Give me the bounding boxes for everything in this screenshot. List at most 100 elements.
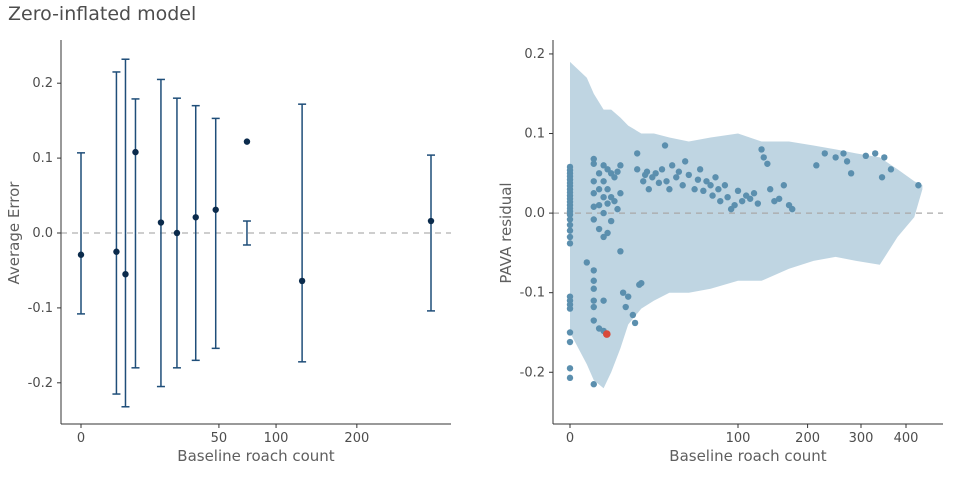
data-point [634, 150, 641, 157]
data-point [590, 317, 597, 324]
x-tick-label: 0 [77, 431, 85, 446]
x-tick-label: 100 [264, 431, 289, 446]
data-point [821, 150, 828, 157]
data-point [590, 297, 597, 304]
data-point [566, 305, 574, 312]
y-tick-label: -0.1 [520, 286, 545, 301]
y-tick-label: -0.2 [28, 376, 53, 391]
data-point [590, 267, 597, 274]
data-point [691, 186, 698, 193]
data-point [645, 186, 652, 193]
x-tick-label: 200 [795, 431, 820, 446]
data-point [668, 162, 676, 169]
data-point [77, 251, 85, 258]
data-point [750, 190, 758, 197]
data-point [681, 158, 689, 165]
data-point [638, 279, 645, 287]
data-point [915, 182, 922, 189]
data-point [604, 186, 611, 193]
data-point [212, 206, 219, 213]
data-point [607, 217, 615, 225]
data-point [679, 182, 686, 189]
data-point [862, 152, 869, 160]
data-point [675, 168, 683, 175]
data-point [673, 174, 680, 181]
data-point [764, 160, 771, 167]
data-point [583, 259, 590, 266]
data-point [590, 216, 597, 223]
data-point [566, 365, 574, 372]
y-axis-title: PAVA residual [497, 182, 515, 283]
data-point [595, 170, 603, 177]
data-point [590, 178, 597, 185]
data-point [629, 311, 637, 319]
data-point [600, 193, 607, 201]
data-point [192, 214, 199, 221]
data-point [600, 209, 607, 217]
data-point [617, 190, 624, 197]
data-point [847, 170, 855, 177]
data-point [595, 186, 603, 193]
data-point [696, 166, 704, 173]
data-point [731, 201, 738, 209]
data-point [746, 195, 754, 202]
data-point [840, 150, 847, 157]
data-point [738, 197, 746, 205]
data-point [661, 142, 669, 149]
data-point [590, 155, 597, 163]
right-chart-panel: 0.2 0.1 0.0 -0.1 -0.2 0 100 200 300 400 Baseline r… [497, 40, 943, 465]
data-point [566, 240, 574, 247]
x-tick-label: 400 [894, 431, 919, 446]
y-axis-title: Average Error [5, 181, 23, 285]
data-point [611, 197, 618, 205]
data-point [619, 289, 627, 296]
data-point [590, 303, 597, 311]
data-point [600, 297, 607, 304]
data-point [566, 338, 574, 346]
y-tick-label: 0.0 [32, 226, 53, 241]
data-point [566, 329, 574, 336]
data-point [600, 162, 607, 169]
y-tick-label: 0.1 [524, 127, 545, 142]
data-point [566, 211, 574, 218]
data-point [709, 192, 716, 199]
data-point [871, 150, 879, 157]
data-point [655, 179, 663, 187]
data-point [717, 197, 724, 205]
data-point [700, 187, 707, 195]
data-point [658, 166, 666, 173]
highlighted-point [603, 330, 611, 338]
data-point [590, 203, 597, 210]
data-point [832, 154, 839, 161]
y-tick-label: 0.2 [32, 76, 53, 91]
data-point [600, 178, 607, 185]
x-tick-label: 200 [344, 431, 369, 446]
data-point [595, 201, 603, 209]
data-point [590, 190, 597, 197]
figure-title: Zero-inflated model [8, 3, 197, 25]
data-point [173, 229, 181, 237]
data-point [566, 233, 574, 241]
y-tick-label: -0.2 [520, 365, 545, 380]
data-point [604, 229, 611, 237]
data-point [590, 277, 597, 284]
data-point [427, 217, 435, 225]
data-point [590, 381, 597, 388]
data-point [122, 270, 129, 278]
data-point [617, 162, 624, 169]
data-point [703, 178, 710, 185]
x-tick-label: 0 [566, 431, 574, 446]
data-point [843, 158, 851, 165]
data-point [566, 221, 574, 229]
data-point [617, 248, 624, 255]
data-point [878, 174, 886, 181]
data-point [113, 248, 120, 255]
data-point [604, 200, 611, 207]
data-point [298, 277, 306, 285]
data-point [600, 233, 607, 241]
data-point [724, 193, 731, 201]
y-tick-label: 0.1 [32, 151, 53, 166]
data-point [712, 174, 719, 181]
x-tick-label: 50 [211, 431, 228, 446]
